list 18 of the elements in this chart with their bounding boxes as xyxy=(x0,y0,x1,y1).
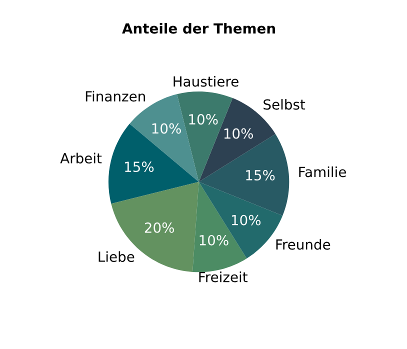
pie-slice xyxy=(108,124,199,204)
data-label: 10% xyxy=(189,114,218,125)
slice-label: Arbeit xyxy=(60,152,102,164)
slice-label: Selbst xyxy=(264,98,306,110)
data-label: 10% xyxy=(224,128,253,139)
data-label: 10% xyxy=(232,214,261,226)
slice-label: Liebe xyxy=(98,251,134,262)
data-label: 15% xyxy=(125,162,154,172)
data-label: 10% xyxy=(152,123,181,134)
data-label: 20% xyxy=(144,222,174,233)
slice-label: Freunde xyxy=(276,238,330,250)
slice-label: Haustiere xyxy=(174,76,238,87)
slice-label: Freizeit xyxy=(199,272,248,282)
data-label: 15% xyxy=(246,170,275,181)
slice-label: Finanzen xyxy=(86,90,145,102)
chart-title: Anteile der Themen xyxy=(122,22,275,34)
data-label: 10% xyxy=(200,234,228,246)
slice-label: Familie xyxy=(299,166,346,178)
